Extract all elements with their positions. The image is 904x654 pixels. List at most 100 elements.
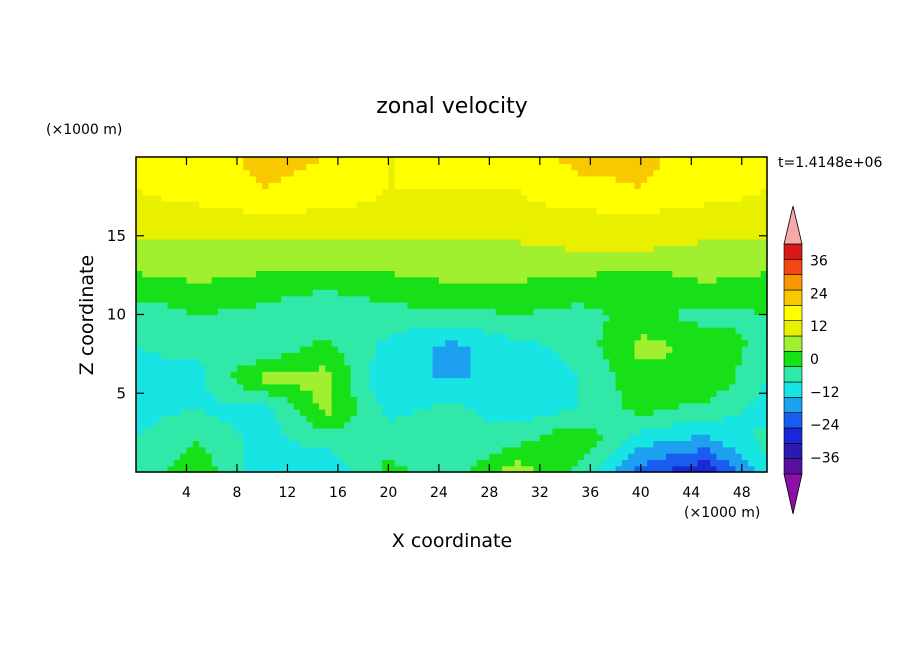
heatmap-cell	[716, 358, 724, 366]
heatmap-cell	[584, 421, 591, 429]
heatmap-cell	[565, 157, 572, 164]
heatmap-cell	[306, 383, 314, 391]
heatmap-cell	[218, 169, 225, 177]
heatmap-cell	[520, 364, 528, 372]
heatmap-cell	[236, 320, 244, 328]
heatmap-cell	[394, 226, 402, 234]
heatmap-cell	[218, 339, 225, 347]
heatmap-cell	[224, 415, 232, 423]
heatmap-cell	[268, 175, 276, 183]
heatmap-cell	[722, 427, 730, 435]
heatmap-cell	[180, 238, 188, 246]
heatmap-cell	[350, 453, 358, 460]
heatmap-cell	[136, 314, 143, 322]
heatmap-cell	[464, 194, 472, 202]
heatmap-cell	[659, 226, 667, 234]
heatmap-cell	[268, 169, 276, 177]
heatmap-cell	[388, 314, 396, 322]
heatmap-cell	[211, 238, 219, 246]
heatmap-cell	[375, 213, 383, 221]
heatmap-cell	[255, 257, 263, 265]
heatmap-cell	[735, 402, 743, 410]
heatmap-cell	[306, 301, 314, 309]
heatmap-cell	[527, 364, 535, 372]
heatmap-cell	[293, 283, 301, 290]
heatmap-cell	[710, 169, 718, 177]
heatmap-cell	[615, 402, 623, 410]
heatmap-cell	[426, 364, 434, 372]
heatmap-cell	[287, 194, 295, 202]
heatmap-cell	[337, 377, 345, 385]
heatmap-cell	[344, 169, 352, 177]
heatmap-cell	[268, 314, 276, 322]
heatmap-cell	[735, 459, 743, 467]
heatmap-cell	[382, 157, 389, 164]
heatmap-cell	[186, 327, 194, 334]
heatmap-cell	[464, 453, 472, 460]
heatmap-cell	[401, 453, 408, 460]
heatmap-cell	[148, 327, 156, 334]
heatmap-cell	[539, 270, 547, 278]
heatmap-cell	[407, 201, 415, 208]
heatmap-cell	[230, 346, 238, 353]
heatmap-cell	[684, 283, 692, 290]
heatmap-cell	[489, 320, 497, 328]
heatmap-cell	[501, 232, 509, 240]
heatmap-cell	[609, 390, 617, 397]
heatmap-cell	[571, 213, 579, 221]
heatmap-cell	[495, 283, 503, 290]
heatmap-cell	[438, 257, 446, 265]
heatmap-cell	[142, 308, 150, 316]
heatmap-cell	[382, 339, 389, 347]
heatmap-cell	[584, 207, 591, 215]
heatmap-cell	[741, 440, 749, 448]
heatmap-cell	[363, 333, 371, 341]
heatmap-cell	[426, 346, 434, 353]
heatmap-cell	[281, 194, 289, 202]
heatmap-cell	[262, 308, 270, 316]
heatmap-cell	[697, 377, 705, 385]
heatmap-cell	[760, 270, 768, 278]
heatmap-cell	[451, 238, 459, 246]
heatmap-cell	[312, 175, 320, 183]
heatmap-cell	[438, 182, 446, 190]
heatmap-cell	[268, 396, 276, 404]
heatmap-cell	[325, 213, 333, 221]
heatmap-cell	[230, 238, 238, 246]
heatmap-cell	[249, 427, 257, 435]
heatmap-cell	[457, 270, 465, 278]
heatmap-cell	[243, 402, 251, 410]
heatmap-cell	[180, 283, 188, 290]
heatmap-cell	[249, 270, 257, 278]
heatmap-cell	[173, 409, 181, 416]
heatmap-cell	[628, 276, 636, 284]
heatmap-cell	[407, 295, 415, 303]
heatmap-cell	[136, 333, 143, 341]
heatmap-cell	[142, 301, 150, 309]
heatmap-cell	[388, 409, 396, 416]
heatmap-cell	[382, 182, 389, 190]
heatmap-cell	[697, 415, 705, 423]
heatmap-cell	[325, 251, 333, 259]
heatmap-cell	[432, 188, 440, 196]
heatmap-cell	[268, 308, 276, 316]
heatmap-cell	[659, 314, 667, 322]
heatmap-cell	[697, 232, 705, 240]
heatmap-cell	[552, 182, 560, 190]
heatmap-cell	[419, 213, 427, 221]
heatmap-cell	[394, 415, 402, 423]
heatmap-cell	[571, 194, 579, 202]
heatmap-cell	[571, 220, 579, 227]
heatmap-cell	[640, 194, 648, 202]
heatmap-cell	[596, 446, 604, 454]
heatmap-cell	[457, 465, 465, 473]
heatmap-cell	[281, 270, 289, 278]
heatmap-cell	[653, 175, 661, 183]
heatmap-cell	[647, 245, 655, 253]
heatmap-cell	[539, 213, 547, 221]
heatmap-cell	[590, 346, 598, 353]
heatmap-cell	[640, 232, 648, 240]
heatmap-cell	[394, 201, 402, 208]
heatmap-cell	[558, 264, 566, 271]
heatmap-cell	[407, 390, 415, 397]
